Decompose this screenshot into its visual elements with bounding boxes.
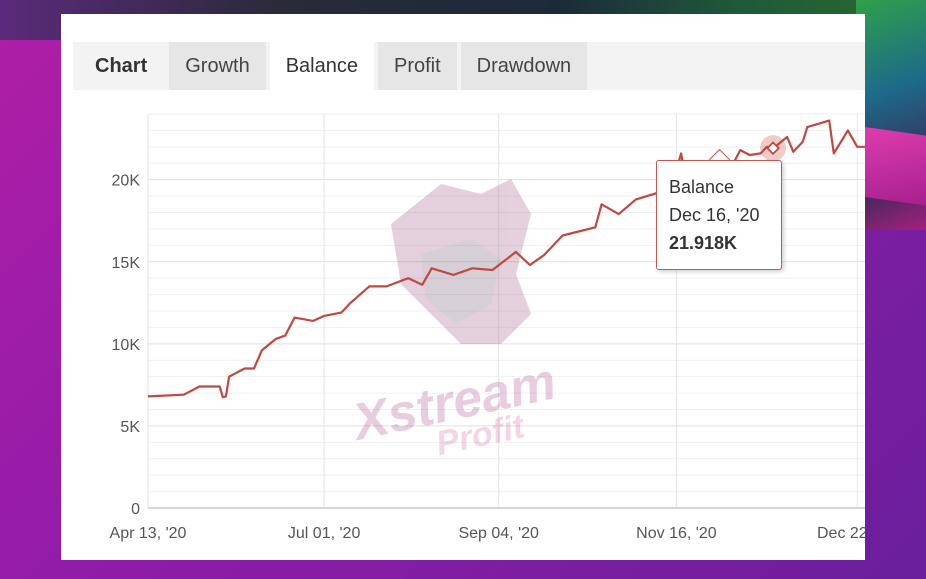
balance-chart: Xstream Profit 0 5K 10K 15K 20K Apr 13, '20 Ju… <box>110 113 865 542</box>
chart-axes: 0 5K 10K 15K 20K Apr 13, '20 Jul 01, '20 Sep 04… <box>110 173 865 542</box>
watermark-logo: Xstream Profit <box>345 179 561 463</box>
tooltip-date: Dec 16, '20 <box>669 205 760 225</box>
tooltip-marker <box>760 135 787 162</box>
tab-drawdown[interactable]: Drawdown <box>460 42 588 90</box>
tooltip-series: Balance <box>669 177 735 197</box>
marker-point <box>766 141 780 156</box>
chart-tooltip: Balance Dec 16, '20 21.918K <box>656 160 782 270</box>
x-tick-label: Sep 04, '20 <box>458 525 539 542</box>
x-tick-label: Nov 16, '20 <box>636 525 717 542</box>
y-tick-label: 0 <box>131 501 140 518</box>
tooltip-value: 21.918K <box>669 233 738 253</box>
x-tick-label: Apr 13, '20 <box>110 525 187 542</box>
y-tick-label: 15K <box>112 255 141 272</box>
tab-profit[interactable]: Profit <box>377 42 457 90</box>
x-tick-label: Dec 22, '20 <box>817 525 865 542</box>
y-tick-label: 20K <box>112 173 141 190</box>
tab-bar-label: Chart <box>95 54 148 77</box>
chart-panel: Chart Growth Balance Profit Drawdown Xst… <box>61 14 865 560</box>
tab-bar: Chart Growth Balance Profit Drawdown <box>73 28 591 90</box>
tab-growth[interactable]: Growth <box>169 42 266 90</box>
y-tick-label: 10K <box>112 337 141 354</box>
tab-balance[interactable]: Balance <box>269 42 374 90</box>
y-tick-label: 5K <box>120 419 140 436</box>
x-tick-label: Jul 01, '20 <box>288 525 361 542</box>
